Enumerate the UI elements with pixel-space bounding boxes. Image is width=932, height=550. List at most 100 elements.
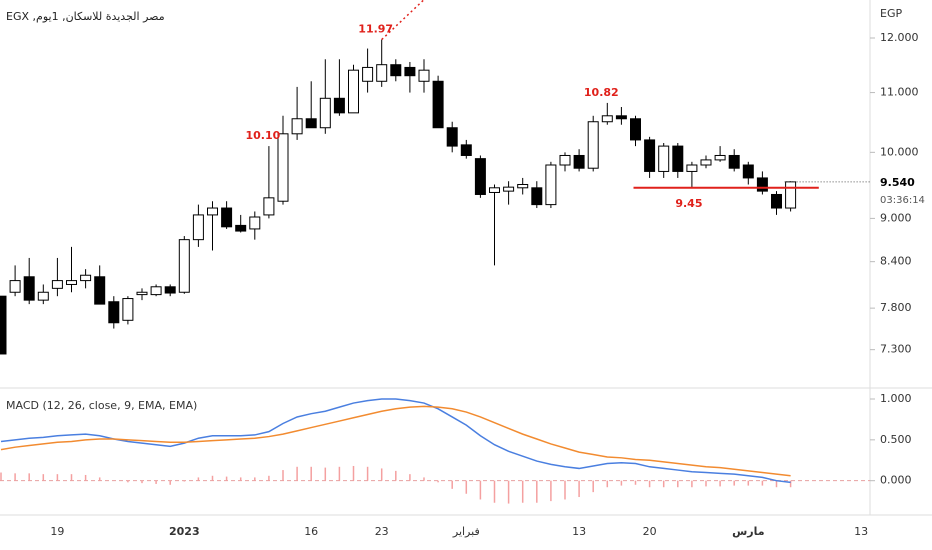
histogram-bar [225, 476, 228, 481]
candle-body [630, 118, 641, 141]
histogram-bar [395, 470, 397, 481]
candle-body [263, 197, 275, 216]
histogram-bar [268, 475, 270, 481]
candle-body [700, 159, 712, 166]
candle-body [235, 224, 247, 232]
candle-body [9, 280, 21, 293]
candle-body [150, 286, 162, 296]
candle-body [418, 69, 430, 82]
candle-body [108, 301, 120, 324]
y-tick-label: 8.400 [880, 255, 912, 268]
histogram-bar [254, 477, 256, 481]
histogram-bar [282, 470, 284, 481]
histogram-bar [479, 480, 482, 500]
candle-body [136, 291, 148, 296]
macd-line [0, 398, 791, 484]
candle-body [0, 295, 7, 355]
candle-body [80, 274, 92, 282]
candle-body [742, 164, 754, 179]
histogram-bar [155, 480, 157, 484]
histogram-bar [338, 466, 341, 481]
y-tick-label: 12.000 [880, 31, 919, 44]
candle-body [756, 177, 768, 192]
x-tick-label: 23 [375, 525, 389, 538]
histogram-bar [550, 480, 552, 502]
histogram-bar [423, 477, 425, 481]
candle-body [362, 66, 374, 82]
histogram-bar [592, 480, 594, 493]
histogram-bar [98, 477, 101, 481]
y-tick-label: 10.000 [880, 145, 919, 158]
candle-body [432, 80, 444, 129]
histogram-bar [437, 480, 439, 483]
candle-body [376, 64, 388, 82]
histogram-bar [197, 477, 200, 481]
candle-body [390, 64, 402, 77]
histogram-bar [747, 480, 750, 486]
currency: EGP [880, 7, 902, 20]
candle-body [545, 164, 557, 206]
candle-body [164, 286, 176, 294]
histogram-bar [521, 480, 524, 503]
histogram-bar [0, 472, 2, 481]
candle-body [771, 193, 782, 209]
candle-body [66, 280, 77, 285]
candle-body [333, 97, 345, 114]
support-label: 9.45 [675, 197, 702, 210]
candle-body [319, 97, 331, 129]
candle-body [714, 154, 726, 161]
histogram-bar [691, 480, 693, 488]
histogram-bar [761, 480, 764, 486]
y-tick-label: 11.000 [880, 86, 919, 99]
candle-body [601, 115, 613, 123]
candle-body [122, 298, 134, 321]
candle-body [785, 181, 797, 209]
y-tick-label: 7.300 [880, 343, 912, 356]
candle-body [531, 187, 543, 206]
y-tick-label: 0.000 [880, 474, 912, 487]
histogram-bar [169, 480, 171, 485]
y-tick-label: 0.500 [880, 433, 912, 446]
histogram-bar [775, 480, 778, 488]
candle-body [37, 291, 49, 301]
x-tick-label: 2023 [169, 525, 200, 538]
candle-body [446, 127, 458, 147]
macd-line [0, 405, 791, 477]
histogram-bar [296, 466, 298, 481]
histogram-bar [324, 467, 327, 481]
histogram-bar [662, 480, 665, 488]
histogram-bar [564, 480, 566, 500]
candle-body [23, 276, 35, 301]
candle-body [728, 154, 740, 169]
histogram-bar [42, 474, 45, 481]
histogram-bar [789, 480, 792, 488]
histogram-bar [70, 474, 73, 481]
histogram-bar [733, 480, 735, 486]
macd-title: MACD (12, 26, close, 9, EMA, EMA) [6, 399, 197, 412]
x-tick-label: 19 [50, 525, 64, 538]
x-tick-label: 16 [304, 525, 318, 538]
candle-body [474, 158, 486, 195]
trendline [381, 0, 425, 41]
candle-body [460, 144, 472, 156]
histogram-bar [56, 474, 59, 481]
y-tick-label: 1.000 [880, 392, 912, 405]
histogram-bar [14, 473, 16, 481]
x-tick-label: 13 [854, 525, 868, 538]
candle-body [644, 139, 656, 172]
candle-body [615, 115, 627, 120]
x-tick-label: فبراير [452, 525, 480, 538]
histogram-bar [634, 480, 637, 485]
last-price: 9.540 [880, 176, 915, 189]
candle-body [207, 207, 218, 216]
x-tick-label: 20 [643, 525, 657, 538]
histogram-bar [677, 480, 679, 488]
resistance-label: 10.82 [584, 86, 619, 99]
histogram-bar [84, 474, 87, 481]
candle-body [221, 207, 233, 228]
candle-body [658, 145, 670, 172]
candle-body [348, 69, 359, 114]
histogram-bar [211, 475, 214, 481]
